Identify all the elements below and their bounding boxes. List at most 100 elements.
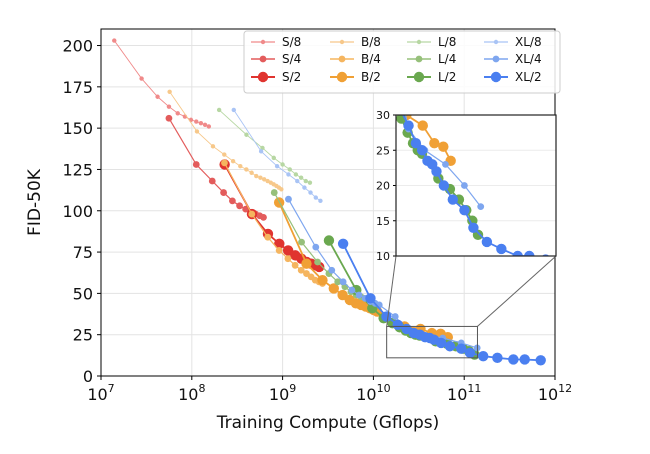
main-series [112,38,546,366]
legend-marker [260,39,266,45]
data-point [312,243,320,251]
data-point [192,161,200,168]
main-axes: 107 108 109 1010 1011 1012 0 25 50 75 100 125 150 175… [62,37,572,404]
legend-item-b-4: B/4 [330,52,381,66]
y-tick-label: 150 [62,119,93,138]
x-tick-label: 1010 [356,382,390,404]
legend-item-s-4: S/4 [251,52,301,66]
data-point [410,138,422,149]
data-point [194,129,200,134]
legend-item-l-2: L/2 [407,70,456,84]
x-tick-label: 1011 [447,382,481,404]
data-point [435,337,447,349]
legend-marker [415,55,423,63]
data-point [258,149,264,154]
legend-marker [259,55,267,63]
series-b-4 [221,159,326,287]
data-point [508,354,519,365]
data-point [139,76,144,81]
data-point [307,180,313,185]
legend-marker [492,55,500,63]
data-point [285,195,292,203]
data-point [295,178,300,184]
data-point [260,213,267,221]
series-s-8 [112,38,212,129]
series-line [273,0,373,9]
data-point [244,167,249,172]
data-point [519,354,530,365]
series-line [169,91,282,190]
legend-item-s-8: S/8 [251,35,301,49]
legend-marker [416,39,422,45]
data-point [351,11,361,21]
legend-box [243,30,561,94]
legend-item-s-2: S/2 [251,70,301,84]
data-point [318,198,323,204]
y-tick-label: 125 [62,160,93,179]
legend-label: L/8 [438,35,456,49]
data-point [221,159,228,167]
series-s-4 [165,114,267,221]
legend-item-b-2: B/2 [330,70,381,84]
legend-label: S/8 [282,35,301,49]
data-point [303,178,308,184]
legend-item-xl-2: XL/2 [484,70,542,84]
series-xl-8 [231,107,323,204]
legend-item-l-8: L/8 [407,35,456,49]
data-point [216,107,222,113]
data-point [238,163,243,169]
series-line [218,109,311,184]
data-point [389,96,399,106]
series-line [405,115,482,208]
data-point [165,114,173,122]
data-point [286,172,291,177]
data-point [264,233,272,241]
data-point [447,194,459,205]
data-point [339,278,347,286]
data-point [297,266,305,274]
data-point [438,141,449,152]
y-tick-label: 75 [73,243,93,262]
legend-label: S/4 [282,52,301,66]
data-point [367,0,374,6]
data-point [175,111,180,116]
series-line [405,115,452,162]
legend-marker [257,71,269,83]
data-point [403,120,414,131]
data-point [244,132,249,137]
y-tick-label: 0 [83,367,93,386]
data-point [287,167,292,172]
y-tick-label: 200 [62,37,93,56]
data-point [416,145,428,156]
y-tick-label: 25 [73,326,93,345]
legend-item-xl-8: XL/8 [484,35,542,49]
data-point [198,120,204,126]
data-point [392,319,403,330]
data-point [313,195,318,200]
data-point [249,170,254,175]
data-point [328,283,340,294]
legend-label: S/2 [282,70,301,84]
data-point [524,250,535,256]
data-point [222,152,227,157]
inset-y-tick-label: 30 [376,109,390,122]
series-b-8 [167,89,284,192]
data-point [496,243,507,255]
data-point [260,145,265,151]
data-point [478,350,489,362]
legend-label: B/8 [361,35,381,49]
data-point [365,293,376,304]
legend-label: B/2 [361,70,381,84]
data-point [370,6,377,13]
data-point [194,119,199,124]
data-point [167,89,172,94]
data-point [431,166,442,177]
series-xl-2 [402,115,550,256]
legend-item-l-4: L/4 [407,52,456,66]
data-point [464,347,476,359]
legend: S/8 S/4 S/2 B/8 B/4 B/2 L/8 L/4 L/2 XL/8 XL/4 XL/2 [243,30,561,94]
y-axis-label: FID-50K [25,168,45,236]
legend-label: XL/2 [515,70,542,84]
series-l-8 [216,107,313,185]
